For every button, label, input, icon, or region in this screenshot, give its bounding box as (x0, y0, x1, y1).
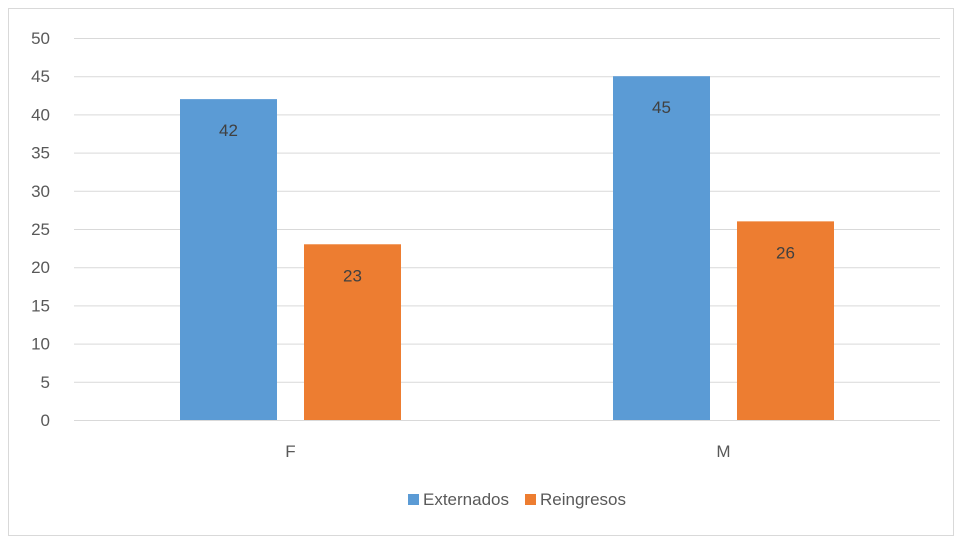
data-label: 45 (652, 98, 671, 117)
data-label: 26 (776, 243, 795, 262)
y-tick-label: 20 (31, 258, 50, 277)
y-tick-label: 10 (31, 335, 50, 354)
y-tick-label: 0 (41, 411, 50, 430)
y-tick-label: 50 (31, 29, 50, 48)
y-tick-label: 40 (31, 105, 50, 124)
bars (180, 76, 834, 421)
data-labels: 42 23 45 26 (219, 98, 795, 285)
bar-externados-m (613, 76, 710, 420)
y-axis-tick-labels: 0 5 10 15 20 25 30 35 40 45 50 (31, 29, 50, 430)
x-tick-label: F (285, 442, 295, 461)
legend: Externados Reingresos (408, 490, 626, 509)
data-label: 23 (343, 266, 362, 285)
bar-reingresos-f (304, 244, 401, 420)
x-tick-label: M (716, 442, 730, 461)
data-label: 42 (219, 121, 238, 140)
y-tick-label: 5 (41, 373, 50, 392)
y-tick-label: 30 (31, 182, 50, 201)
bar-externados-f (180, 99, 277, 421)
y-tick-label: 35 (31, 144, 50, 163)
y-tick-label: 45 (31, 67, 50, 86)
y-tick-label: 25 (31, 220, 50, 239)
bar-reingresos-m (737, 221, 834, 420)
legend-label-externados: Externados (423, 490, 509, 509)
legend-swatch-reingresos (525, 494, 536, 505)
legend-label-reingresos: Reingresos (540, 490, 626, 509)
legend-swatch-externados (408, 494, 419, 505)
y-tick-label: 15 (31, 296, 50, 315)
